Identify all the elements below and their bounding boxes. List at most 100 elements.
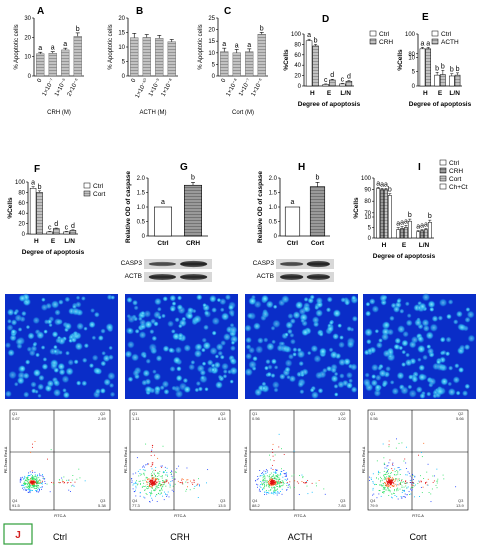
flow-event (193, 488, 195, 489)
plot-frame (367, 409, 469, 511)
flow-event (40, 487, 42, 488)
flow-event (384, 485, 386, 487)
flow-event (160, 492, 162, 494)
cell-nucleus (16, 376, 25, 385)
flow-event (432, 481, 434, 483)
flow-event (153, 482, 155, 484)
flow-event (276, 476, 278, 478)
flow-event (36, 487, 38, 488)
flow-event (166, 495, 168, 497)
cell-nucleus (257, 337, 264, 344)
category-label: E (51, 238, 56, 245)
flow-event (36, 482, 38, 483)
flow-event (152, 483, 154, 485)
flow-event (158, 479, 160, 481)
flow-event (390, 478, 392, 480)
flow-event (413, 479, 414, 481)
flow-event (281, 470, 283, 472)
bar (309, 186, 326, 237)
cell-nucleus (244, 324, 252, 332)
flow-event (397, 473, 399, 475)
flow-event (28, 485, 30, 487)
flow-event (405, 468, 407, 469)
flow-event (69, 491, 71, 492)
flow-event (275, 483, 277, 485)
flow-event (389, 482, 391, 484)
flow-event (28, 483, 30, 485)
flow-event (33, 478, 35, 480)
flow-event (264, 491, 266, 493)
cell-nucleus (315, 371, 323, 380)
flow-event (34, 471, 36, 473)
flow-event (275, 492, 277, 494)
flow-event (405, 474, 407, 476)
flow-event (395, 479, 397, 481)
flow-event (177, 480, 179, 482)
flow-event (275, 489, 277, 491)
cell-nucleus (220, 340, 227, 347)
flow-event (264, 482, 266, 484)
cell-nucleus (6, 308, 15, 317)
cell-nucleus (171, 301, 177, 307)
cell-nucleus (32, 368, 42, 377)
flow-event (142, 480, 144, 482)
flow-event (383, 482, 385, 483)
flow-event (144, 470, 146, 472)
cell-nucleus (286, 374, 291, 380)
cell-nucleus (284, 332, 289, 337)
flow-event (271, 483, 273, 485)
cell-nucleus (217, 374, 223, 380)
cell-nucleus (343, 298, 351, 306)
flow-event (285, 475, 287, 477)
flow-event (302, 477, 304, 479)
cell-nucleus (107, 354, 114, 361)
flow-event (311, 491, 313, 493)
cell-nucleus (211, 307, 218, 314)
cell-nucleus (333, 383, 339, 389)
flow-event (151, 464, 153, 466)
significance-letter: d (330, 72, 334, 79)
cell-nucleus (230, 340, 236, 345)
cell-nucleus (88, 320, 96, 329)
flow-event (154, 483, 156, 485)
flow-event (40, 482, 42, 484)
cell-nucleus (174, 317, 180, 323)
flow-event (391, 497, 393, 499)
flow-event (276, 494, 278, 496)
cell-nucleus (447, 299, 454, 305)
cell-nucleus (211, 330, 217, 336)
flow-event (31, 483, 33, 485)
legend-swatch (431, 38, 439, 45)
flow-event (149, 486, 151, 487)
flow-event (397, 487, 399, 489)
cell-nucleus (127, 314, 136, 324)
flow-event (30, 487, 32, 488)
flow-event (40, 480, 42, 482)
cell-nucleus (346, 340, 355, 349)
flow-event (401, 481, 403, 483)
flow-event (387, 481, 389, 482)
flow-event (391, 479, 393, 481)
flow-event (380, 484, 382, 485)
y-tick-label: 10 (364, 215, 371, 221)
flow-event (388, 440, 390, 442)
flow-event (414, 475, 416, 477)
cell-nucleus (151, 335, 158, 342)
flow-event (181, 479, 183, 481)
cell-nucleus (252, 355, 258, 362)
flow-event (397, 498, 399, 500)
fluorescence-image (124, 294, 239, 399)
flow-event (143, 482, 145, 484)
blot-label: ACTB (257, 273, 274, 280)
flow-event (135, 482, 137, 484)
flow-event (138, 475, 140, 477)
flow-event (401, 487, 403, 488)
flow-event (404, 458, 406, 460)
bar (396, 229, 401, 239)
flow-event (31, 479, 33, 481)
flow-event (153, 484, 155, 486)
flow-event (394, 480, 396, 482)
flow-event (386, 485, 388, 487)
flow-event (388, 482, 390, 484)
y-tick-label: 0 (368, 236, 372, 242)
